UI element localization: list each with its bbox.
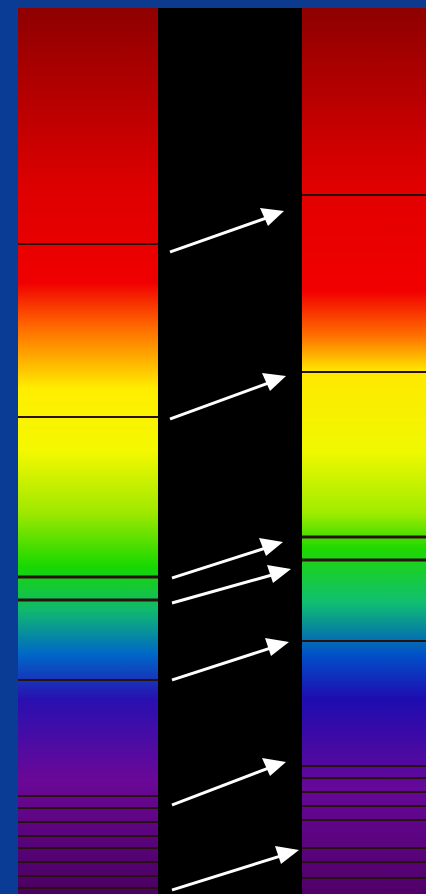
background-edge xyxy=(0,0,18,894)
spectra-diagram xyxy=(0,0,426,894)
shifted-spectrum xyxy=(302,8,426,894)
lab-spectrum xyxy=(18,8,158,894)
page xyxy=(0,0,426,894)
